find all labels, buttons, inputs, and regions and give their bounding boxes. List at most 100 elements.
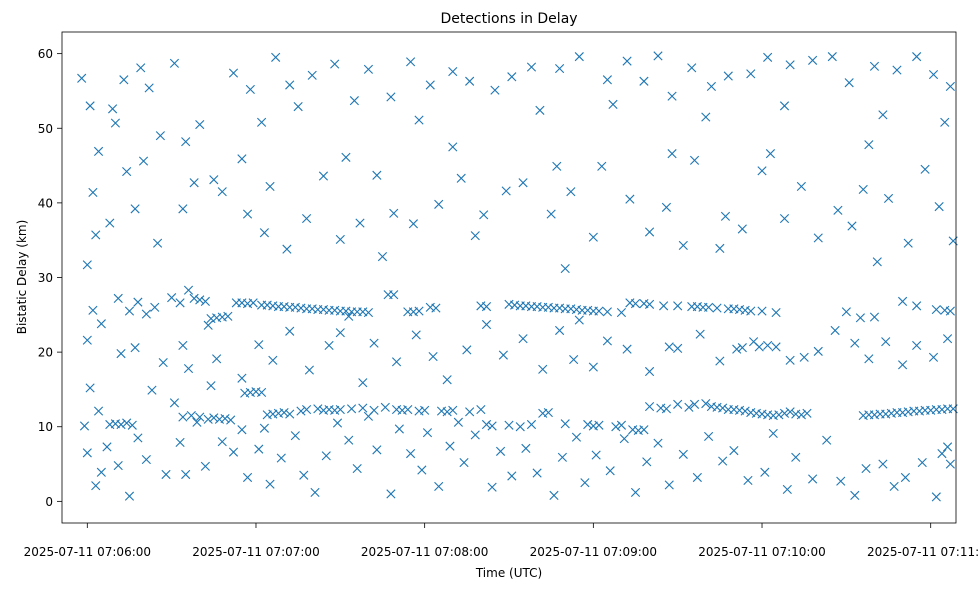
data-point [203,320,213,330]
data-point [566,187,576,197]
data-point [945,81,955,92]
data-point [822,435,832,445]
data-point [195,412,205,422]
data-point [228,68,239,78]
data-point [217,437,227,447]
data-point [245,84,255,95]
data-point [183,363,194,374]
data-point [220,413,230,424]
data-point [335,328,345,338]
data-point [178,412,188,422]
data-point [93,146,104,156]
data-point [195,119,205,130]
data-point [833,205,843,215]
data-point [242,472,253,483]
data-point [827,52,837,62]
data-point [678,449,688,459]
data-point [465,407,475,417]
data-point [644,299,655,309]
data-point [487,421,497,431]
data-point [771,342,781,352]
data-point [147,385,157,395]
data-point [616,307,627,318]
data-point [785,407,795,417]
data-point [605,466,615,476]
data-point [476,404,486,415]
data-point [358,378,368,388]
data-point [349,96,359,106]
data-point [757,166,767,176]
data-point [453,417,463,427]
data-point [785,60,795,70]
data-point [757,306,767,316]
data-point [897,360,908,370]
data-point [903,238,913,248]
data-point [119,75,129,85]
data-point [515,422,525,432]
data-point [301,404,312,415]
data-point [701,399,711,409]
data-point [133,433,143,443]
y-tick-label: 40 [38,196,53,210]
data-point [200,296,210,306]
data-point [335,234,345,245]
data-point [183,285,194,295]
data-point [293,102,303,112]
data-point [203,414,213,424]
data-point [557,452,568,462]
data-point [754,342,764,352]
data-point [265,479,275,489]
y-tick-label: 30 [38,271,53,285]
data-point [352,463,362,474]
x-axis-label: Time (UTC) [475,566,542,580]
data-point [130,343,140,353]
data-point [684,402,694,412]
data-point [175,298,185,308]
data-point [91,230,101,240]
data-point [813,346,823,356]
data-point [318,171,329,181]
data-point [574,315,584,325]
data-point [546,209,556,219]
y-axis-ticks: 0 10 20 30 40 50 60 [38,47,62,509]
data-point [571,432,582,442]
data-point [591,450,601,460]
data-point [498,350,508,360]
data-point [389,290,399,300]
data-point [321,451,331,461]
data-point [942,334,953,344]
data-point [796,410,806,420]
data-point [178,340,188,350]
data-point [664,342,674,352]
data-point [310,487,320,497]
data-point [268,355,278,365]
data-point [535,105,545,115]
y-tick-label: 0 [45,495,53,509]
data-point [102,442,112,452]
data-point [732,344,742,354]
data-point [630,299,641,309]
data-point [704,431,714,442]
data-point [124,306,135,316]
data-point [518,178,528,188]
data-point [667,91,677,101]
data-point [864,354,874,364]
data-point [420,405,430,415]
data-point [285,326,295,336]
data-point [718,403,728,413]
data-point [285,80,295,90]
data-point [934,202,944,212]
data-point [791,452,801,462]
data-point [715,356,725,366]
x-tick-label: 2025-07-11 07:09:00 [530,545,657,559]
data-point [507,72,517,82]
data-point [678,240,688,251]
data-point [217,187,227,197]
data-point [242,209,253,219]
data-point [299,470,309,480]
data-point [597,161,607,171]
data-point [642,457,652,467]
data-point [928,352,939,362]
data-point [175,437,185,447]
data-point [673,399,683,409]
